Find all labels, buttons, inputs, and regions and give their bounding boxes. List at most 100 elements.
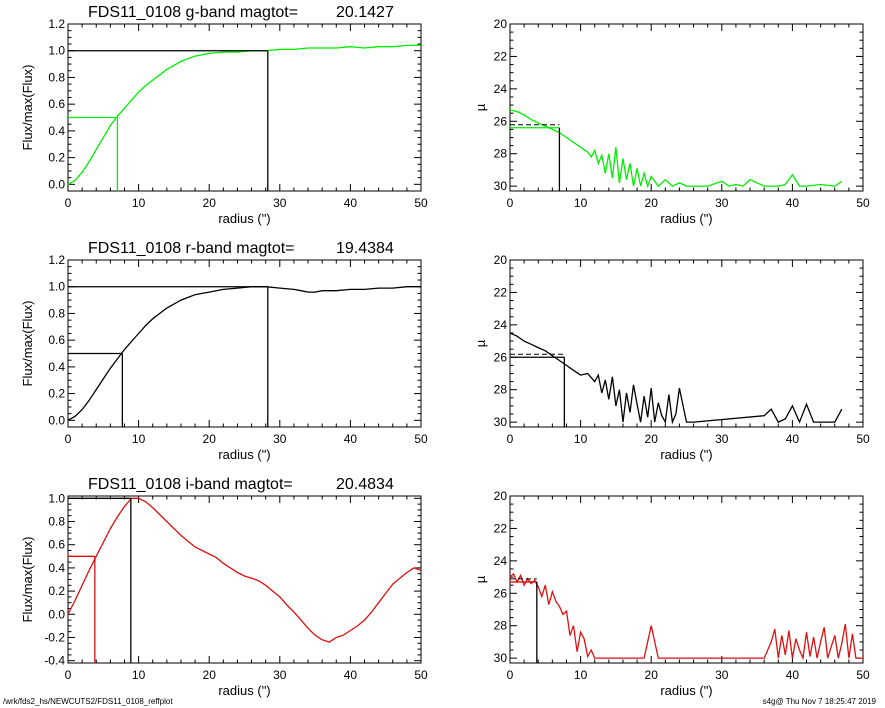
chart-g-sb-series-line [509,109,843,189]
chart-r-growth-xtick-label: 0 [65,432,72,446]
footer-file-path: /wrk/fds2_hs/NEWCUTS2/FDS11_0108_reffplo… [3,697,173,706]
chart-i-growth-xtick-label: 50 [414,668,428,682]
chart-i-growth-title: FDS11_0108 i-band magtot= [88,476,293,493]
chart-r-sb-ytick-label: 28 [494,383,508,397]
chart-r-growth-ytick-label: 0.2 [48,387,65,401]
chart-i-sb-ytick-label: 28 [494,619,508,633]
chart-g-growth-ytick-label: 1.2 [48,17,65,31]
chart-r-sb-xlabel: radius (") [660,447,712,462]
chart-g-growth-xtick-label: 50 [414,196,428,210]
chart-g-growth-xtick-label: 10 [132,196,146,210]
chart-g-growth-title: FDS11_0108 g-band magtot= [88,4,298,21]
chart-i-growth-ytick-label: 1.0 [48,491,65,505]
chart-i-sb-series-line [509,572,863,661]
footer-timestamp: s4g@ Thu Nov 7 18:25:47 2019 [762,697,876,706]
chart-r-sb-xtick-label: 20 [645,432,659,446]
chart-g-sb-ytick-label: 24 [494,82,508,96]
chart-r-growth-xtick-label: 30 [273,432,287,446]
chart-i-sb-ytick-label: 30 [494,651,508,665]
chart-r-sb-ylabel: µ [473,339,488,347]
chart-r-growth-ytick-label: 0.4 [48,360,65,374]
chart-g-sb-ylabel: µ [473,103,488,111]
chart-i-sb-xtick-label: 40 [786,668,800,682]
chart-g-growth-ylabel: Flux/max(Flux) [20,65,35,151]
chart-r-growth-xtick-label: 50 [414,432,428,446]
chart-r-growth-xtick-label: 10 [132,432,146,446]
chart-g-growth-ytick-label: 0.8 [48,70,65,84]
chart-r-sb-ytick-label: 30 [494,415,508,429]
chart-r-sb-xtick-label: 0 [507,432,514,446]
chart-r-growth-ytick-label: 0.0 [48,413,65,427]
chart-i-growth-xtick-label: 0 [65,668,72,682]
chart-g-growth-magtot: 20.1427 [336,4,394,21]
chart-g-growth-ytick-label: 0.4 [48,124,65,138]
chart-i-sb-xtick-label: 30 [715,668,729,682]
chart-i-sb-xtick-label: 50 [856,668,870,682]
chart-i-growth-ytick-label: 0.8 [48,515,65,529]
chart-i-growth-xtick-label: 10 [132,668,146,682]
chart-g-sb-ytick-label: 22 [494,49,508,63]
chart-i-growth-xlabel: radius (") [218,683,270,698]
chart-r-growth-ytick-label: 1.2 [48,253,65,267]
chart-i-sb-ytick-label: 26 [494,586,508,600]
chart-g-sb-xtick-label: 50 [856,196,870,210]
chart-g-growth-ytick-label: 0.2 [48,151,65,165]
chart-r-growth-series-line [67,286,421,421]
chart-i-sb-xtick-label: 0 [507,668,514,682]
chart-g-sb-xtick-label: 40 [786,196,800,210]
chart-i-sb-xlabel: radius (") [660,683,712,698]
chart-r-growth-frame [67,259,422,428]
chart-g-sb-ytick-label: 26 [494,114,508,128]
chart-i-growth-series-line [67,497,422,643]
chart-g-sb-xlabel: radius (") [660,211,712,226]
chart-g-growth-xtick-label: 40 [344,196,358,210]
chart-i-sb-ytick-label: 20 [494,489,508,503]
chart-g-growth-ytick-label: 1.0 [48,44,65,58]
chart-i-growth-magtot: 20.4834 [336,476,394,493]
chart-i-sb-frame [509,495,864,664]
chart-r-growth-ytick-label: 1.0 [48,280,65,294]
chart-r-growth-ylabel: Flux/max(Flux) [20,301,35,387]
chart-g-growth-xtick-label: 0 [65,196,72,210]
chart-r-growth-xtick-label: 40 [344,432,358,446]
chart-r-sb-frame [509,259,864,428]
chart-g-sb-ytick-label: 20 [494,17,508,31]
chart-i-growth-xtick-label: 30 [273,668,287,682]
chart-r-growth-magtot: 19.4384 [336,240,394,257]
chart-g-growth-xlabel: radius (") [218,211,270,226]
chart-g-growth-xtick-label: 20 [203,196,217,210]
chart-i-sb-ytick-label: 24 [494,554,508,568]
chart-i-growth-ylabel: Flux/max(Flux) [20,537,35,623]
chart-r-growth-title: FDS11_0108 r-band magtot= [88,240,295,257]
chart-g-growth-ytick-label: 0.0 [48,177,65,191]
chart-r-growth-xtick-label: 20 [203,432,217,446]
chart-g-sb-ytick-label: 30 [494,179,508,193]
chart-i-sb-ytick-label: 22 [494,521,508,535]
chart-r-growth-xlabel: radius (") [218,447,270,462]
chart-r-sb-ytick-label: 22 [494,285,508,299]
chart-g-sb-xtick-label: 10 [574,196,588,210]
chart-i-growth-ytick-label: 0.0 [48,607,65,621]
chart-i-sb-ylabel: µ [473,575,488,583]
chart-i-growth-frame [67,495,422,664]
chart-r-growth-ytick-label: 0.6 [48,333,65,347]
chart-g-growth-frame [67,23,422,192]
chart-r-sb-xtick-label: 50 [856,432,870,446]
chart-i-growth-xtick-label: 20 [203,668,217,682]
chart-r-sb-ytick-label: 26 [494,350,508,364]
chart-g-sb-ytick-label: 28 [494,147,508,161]
chart-i-growth-ytick-label: -0.4 [44,654,65,668]
chart-i-growth-ytick-label: -0.2 [44,630,65,644]
chart-g-growth-xtick-label: 30 [273,196,287,210]
chart-g-sb-frame [509,23,864,192]
chart-i-growth-ytick-label: 0.2 [48,584,65,598]
chart-r-growth-ytick-label: 0.8 [48,306,65,320]
chart-g-growth-ytick-label: 0.6 [48,97,65,111]
chart-r-sb-xtick-label: 40 [786,432,800,446]
chart-g-sb-xtick-label: 0 [507,196,514,210]
chart-i-sb-xtick-label: 10 [574,668,588,682]
chart-g-sb-xtick-label: 20 [645,196,659,210]
chart-r-sb-xtick-label: 30 [715,432,729,446]
chart-g-sb-xtick-label: 30 [715,196,729,210]
